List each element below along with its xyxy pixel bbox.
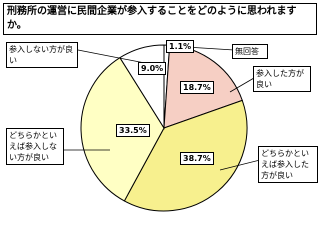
leader-line	[229, 77, 255, 93]
category-label: 参入しない方が良い	[6, 42, 78, 68]
leader-line	[219, 159, 261, 171]
category-label: 無回答	[232, 44, 268, 59]
page: 刑務所の運営に民間企業が参入することをどのように思われますか。 1.1% 無回答 1…	[3, 3, 318, 212]
value-label: 18.7%	[180, 81, 214, 94]
category-label: 参入した方が良い	[253, 66, 311, 92]
value-label: 9.0%	[138, 62, 167, 75]
value-label: 33.5%	[116, 124, 150, 137]
category-label: どちらかといえば参入した方が良い	[258, 146, 318, 183]
category-label: どちらかといえば参入しない方が良い	[6, 128, 64, 165]
leader-line	[77, 49, 151, 65]
chart-title: 刑務所の運営に民間企業が参入することをどのように思われますか。	[3, 3, 317, 35]
value-label: 1.1%	[166, 40, 195, 53]
value-label: 38.7%	[180, 152, 214, 165]
